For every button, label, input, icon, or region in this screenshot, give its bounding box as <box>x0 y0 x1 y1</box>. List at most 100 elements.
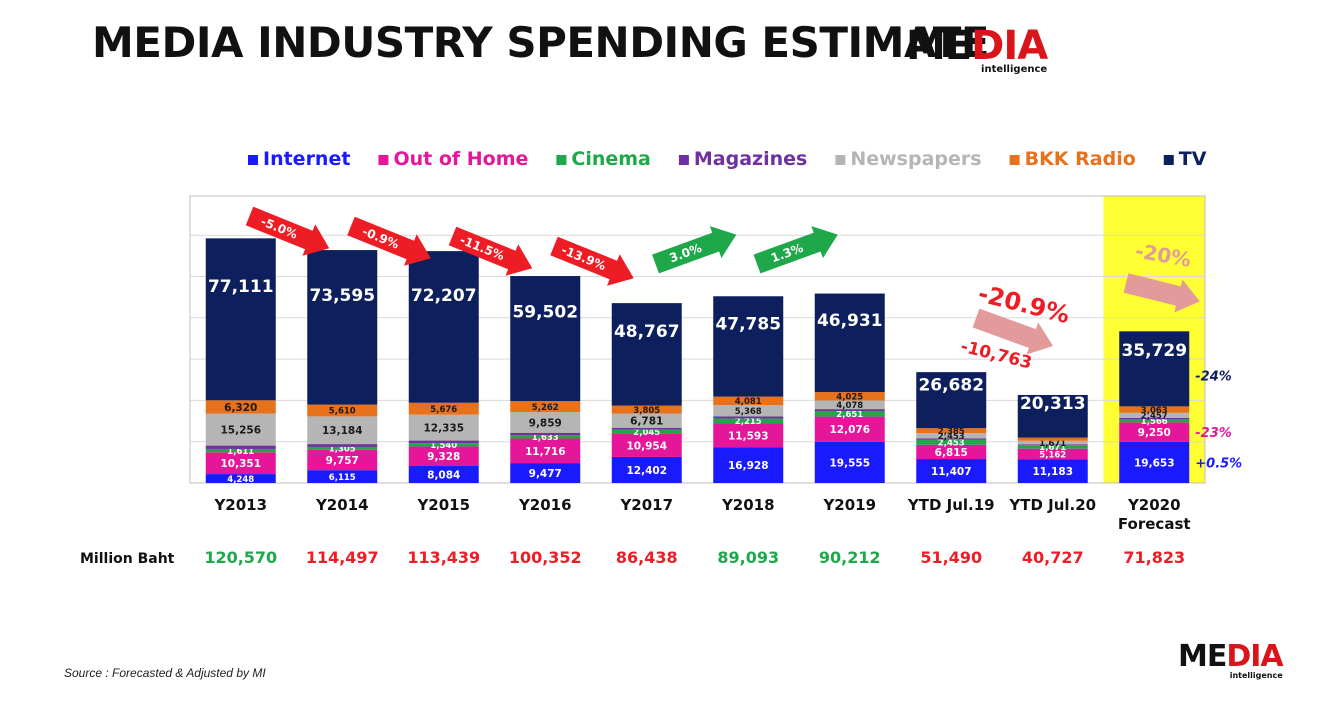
data-label: 12,076 <box>829 424 870 436</box>
side-label-out-of-home: -23% <box>1195 426 1232 441</box>
tick-label-y2015: Y2015 <box>416 496 470 514</box>
growth-arrow-11-5: -11.5% <box>448 226 533 276</box>
data-label: 5,610 <box>329 407 356 417</box>
data-label: 5,162 <box>1039 450 1066 460</box>
arrow-shape <box>652 226 737 274</box>
data-label: 1,566 <box>1141 417 1168 427</box>
legend-label: Out of Home <box>393 148 528 170</box>
bar-magazines-y2015 <box>408 440 479 444</box>
data-label: 1,633 <box>532 433 559 443</box>
bar-newspapers-y2017 <box>611 413 682 428</box>
data-label: 1,305 <box>329 445 356 455</box>
side-label-tv: -24% <box>1195 369 1232 384</box>
side-label-internet: +0.5% <box>1195 456 1242 471</box>
bar-cinema-y2014 <box>307 446 378 450</box>
bar-bkk-radio-y2013 <box>205 400 276 414</box>
data-label: 35,729 <box>1121 341 1187 361</box>
bar-newspapers-y2016 <box>510 412 581 433</box>
bar-newspapers-ytd-jul-20 <box>1017 440 1088 445</box>
data-label: 11,593 <box>728 430 769 442</box>
media-intelligence-logo: MEDIA intelligence <box>906 23 1048 75</box>
bar-newspapers-y2013 <box>205 413 276 446</box>
bar-cinema-y2020-forecast <box>1119 419 1190 423</box>
bar-bkk-radio-ytd-jul-20 <box>1017 437 1088 441</box>
data-label: 10,351 <box>220 458 261 470</box>
tick-label-ytd-jul-19: YTD Jul.19 <box>907 496 995 514</box>
data-label: 11,407 <box>931 466 972 478</box>
bar-newspapers-ytd-jul-19 <box>916 433 987 439</box>
bar-out-of-home-y2018 <box>713 423 784 448</box>
legend-item-out-of-home: Out of Home <box>378 148 528 170</box>
legend-swatch <box>378 155 389 165</box>
bar-cinema-y2018 <box>713 418 784 424</box>
bar-internet-y2013 <box>205 474 276 483</box>
data-label: 59,502 <box>512 302 578 322</box>
total-ytd-jul-19: 51,490 <box>920 548 982 567</box>
legend-label: BKK Radio <box>1025 148 1136 170</box>
bar-cinema-y2016 <box>510 435 581 439</box>
legend-item-internet: Internet <box>248 148 350 170</box>
arrow-shape <box>753 226 838 274</box>
total-y2013: 120,570 <box>204 548 277 567</box>
data-label: 4,248 <box>227 475 254 485</box>
data-label: 2,453 <box>938 438 965 448</box>
data-label: 1,671 <box>1039 439 1066 449</box>
ytd-change-arrow <box>972 308 1054 355</box>
data-label: 46,931 <box>817 311 883 331</box>
bar-magazines-y2018 <box>713 416 784 419</box>
total-y2017: 86,438 <box>616 548 678 567</box>
data-label: 11,183 <box>1032 466 1073 478</box>
data-label: 6,781 <box>630 416 663 428</box>
bar-tv-y2016 <box>510 276 581 402</box>
page-title: MEDIA INDUSTRY SPENDING ESTIMATE <box>92 18 990 67</box>
bar-tv-y2020-forecast <box>1119 331 1190 407</box>
data-label: 11,716 <box>525 446 566 458</box>
data-label: 1,611 <box>227 447 254 457</box>
bar-out-of-home-y2014 <box>307 449 378 471</box>
data-label: 13,184 <box>322 425 363 437</box>
total-y2016: 100,352 <box>509 548 582 567</box>
forecast-change-arrow <box>1123 273 1200 313</box>
bar-internet-y2014 <box>307 470 378 483</box>
bar-newspapers-y2020-forecast <box>1119 412 1190 418</box>
bar-cinema-ytd-jul-20 <box>1017 445 1088 449</box>
bar-newspapers-y2019 <box>814 400 885 410</box>
legend-swatch <box>1009 155 1020 165</box>
data-label: 19,555 <box>829 457 870 469</box>
legend-swatch <box>248 155 258 165</box>
bar-tv-ytd-jul-19 <box>916 372 987 429</box>
data-label: 2,651 <box>836 410 863 420</box>
data-label: 2,215 <box>735 417 762 427</box>
source-note: Source : Forecasted & Adjusted by MI <box>64 666 266 680</box>
data-label: 2,045 <box>633 428 660 438</box>
total-y2018: 89,093 <box>717 548 779 567</box>
data-label: 19,653 <box>1134 457 1175 469</box>
data-label: 2,453 <box>938 432 965 442</box>
bar-magazines-y2013 <box>205 445 276 449</box>
data-label: 2,457 <box>1141 412 1168 422</box>
data-label: 72,207 <box>411 286 477 306</box>
legend-item-cinema: Cinema <box>556 148 651 170</box>
bar-tv-y2014 <box>307 250 378 405</box>
legend-swatch <box>835 155 846 165</box>
bar-out-of-home-y2016 <box>510 438 581 464</box>
bar-cinema-y2019 <box>814 411 885 417</box>
legend-label: Magazines <box>694 148 807 170</box>
bar-cinema-y2015 <box>408 443 479 447</box>
legend-label: Internet <box>263 148 350 170</box>
bar-bkk-radio-y2019 <box>814 392 885 401</box>
data-label: 9,859 <box>529 417 562 429</box>
bar-bkk-radio-ytd-jul-19 <box>916 428 987 434</box>
bar-tv-y2019 <box>814 293 885 393</box>
data-label: 15,256 <box>220 425 261 437</box>
bar-magazines-ytd-jul-20 <box>1017 444 1088 446</box>
bar-cinema-y2017 <box>611 429 682 434</box>
bar-magazines-ytd-jul-19 <box>916 438 987 440</box>
data-label: 48,767 <box>614 322 680 342</box>
bar-internet-ytd-jul-19 <box>916 459 987 483</box>
data-label: 10,954 <box>626 440 667 452</box>
data-label: 20,313 <box>1020 394 1086 414</box>
tick-label-y2019: Y2019 <box>822 496 876 514</box>
bar-magazines-y2014 <box>307 444 378 447</box>
bar-bkk-radio-y2018 <box>713 396 784 406</box>
